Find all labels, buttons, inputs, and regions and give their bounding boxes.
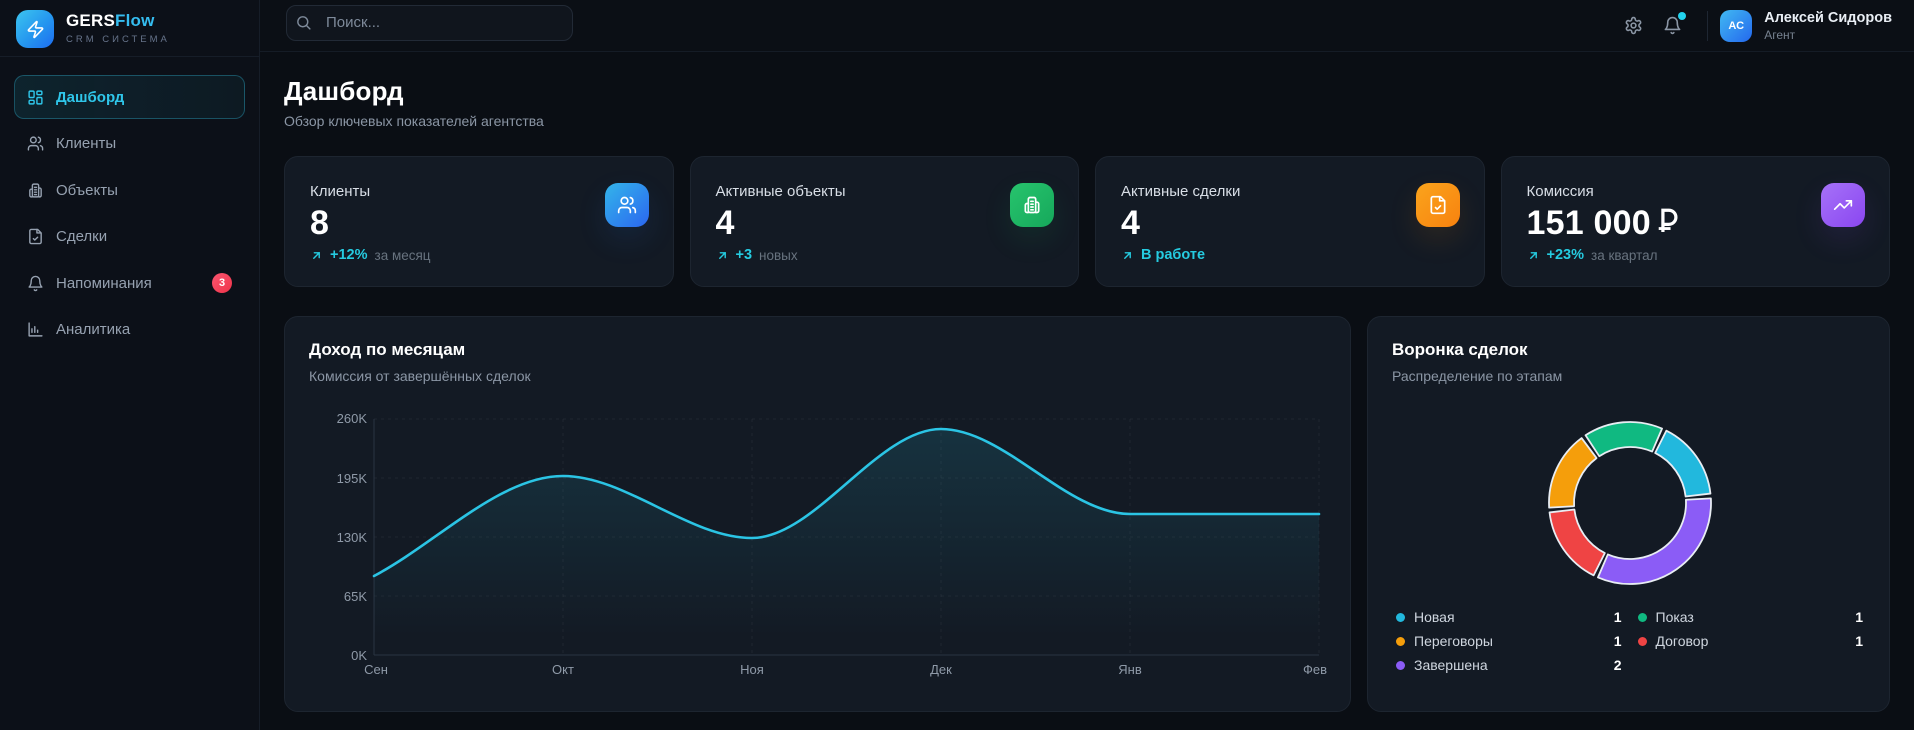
svg-text:130K: 130K	[337, 530, 368, 545]
svg-text:Сен: Сен	[364, 662, 388, 677]
svg-text:0K: 0K	[351, 648, 367, 663]
svg-text:Янв: Янв	[1118, 662, 1142, 677]
svg-text:Фев: Фев	[1303, 662, 1327, 677]
svg-text:195K: 195K	[337, 471, 368, 486]
svg-text:65K: 65K	[344, 589, 367, 604]
svg-text:Ноя: Ноя	[740, 662, 764, 677]
svg-text:Окт: Окт	[552, 662, 574, 677]
svg-text:Дек: Дек	[930, 662, 952, 677]
svg-text:260K: 260K	[337, 411, 368, 426]
